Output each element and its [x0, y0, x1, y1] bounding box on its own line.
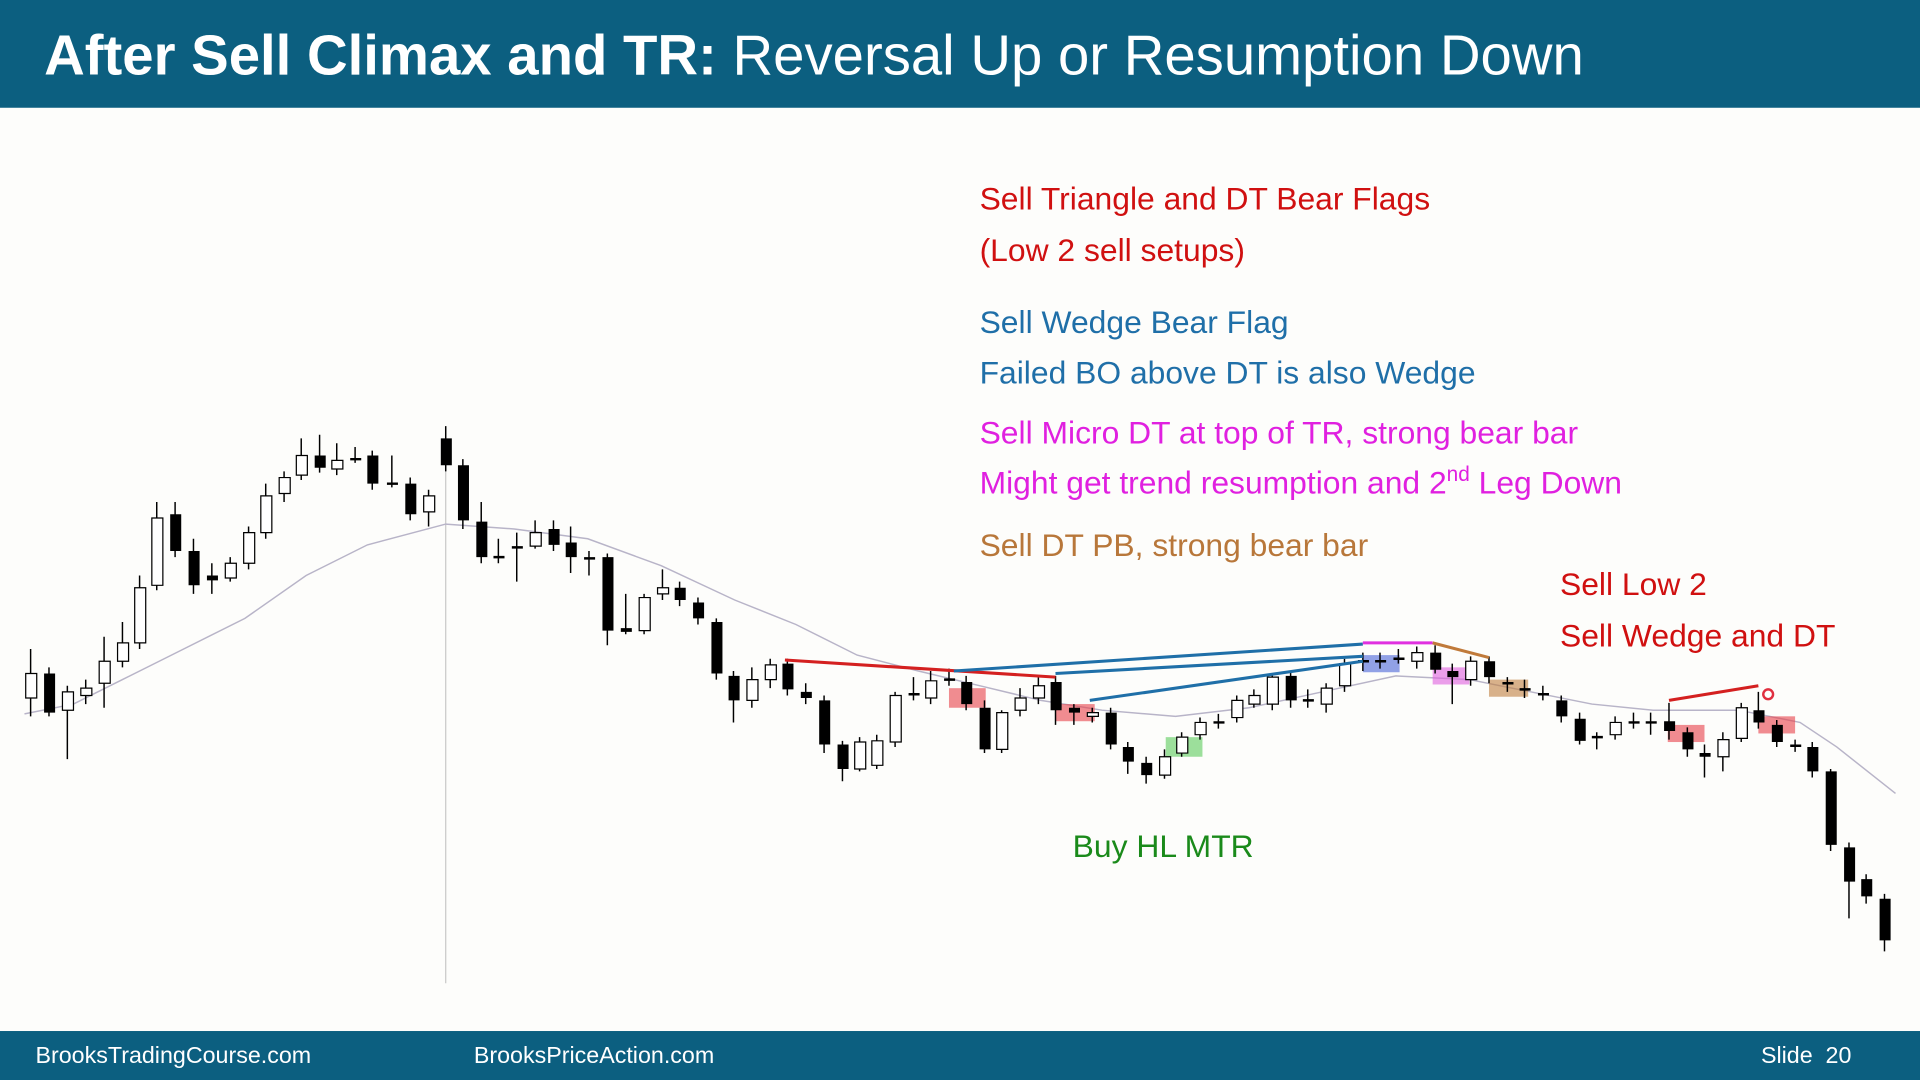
annotation-part: Might get trend resumption and 2 — [980, 464, 1447, 500]
bull-bodies — [25, 454, 1748, 776]
trend-line — [784, 658, 1056, 679]
highlight — [1488, 679, 1529, 697]
annotation: Buy HL MTR — [1073, 828, 1254, 864]
annotation: Failed BO above DT is also Wedge — [980, 354, 1476, 390]
annotation-part: Leg Down — [1470, 464, 1622, 500]
highlight — [1362, 655, 1400, 673]
slide-number: Slide 20 — [1761, 1042, 1852, 1068]
annotations: Sell Triangle and DT Bear Flags (Low 2 s… — [980, 180, 1836, 864]
footer-bar — [0, 1031, 1920, 1080]
trend-lines — [784, 641, 1759, 702]
trend-line — [1432, 641, 1490, 660]
annotation: Sell Wedge Bear Flag — [980, 304, 1289, 340]
trend-line — [953, 642, 1363, 673]
trend-line — [1089, 659, 1364, 702]
annotation: Sell Wedge and DT — [1560, 618, 1835, 654]
title-rest: Reversal Up or Resumption Down — [733, 24, 1584, 87]
superscript: nd — [1447, 463, 1470, 486]
footer-center: BrooksPriceAction.com — [474, 1042, 714, 1068]
slide-title: After Sell Climax and TR: Reversal Up or… — [44, 24, 1584, 87]
annotation: (Low 2 sell setups) — [980, 232, 1245, 268]
annotation: Sell Triangle and DT Bear Flags — [980, 180, 1431, 216]
annotation: Might get trend resumption and 2nd Leg D… — [980, 463, 1622, 500]
annotation: Sell DT PB, strong bear bar — [980, 527, 1369, 563]
annotation: Sell Micro DT at top of TR, strong bear … — [980, 414, 1579, 450]
annotation: Sell Low 2 — [1560, 566, 1707, 602]
trend-line — [1668, 684, 1759, 702]
footer-left: BrooksTradingCourse.com — [36, 1042, 312, 1068]
header-bar — [0, 0, 1920, 108]
title-bold: After Sell Climax and TR: — [44, 24, 717, 87]
cursor-dot — [1762, 688, 1775, 701]
trend-line — [1055, 654, 1363, 675]
bear-bodies — [44, 438, 1891, 941]
